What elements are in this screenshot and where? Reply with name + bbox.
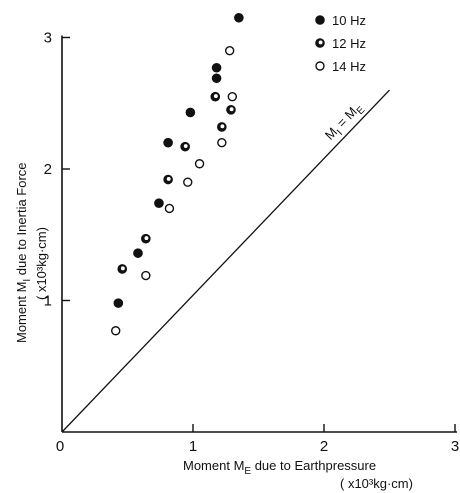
data-points [111,12,244,336]
y-axis-title: Moment MI due to Inertia Force [14,162,33,343]
y-axis-title-group: Moment MI due to Inertia Force [14,162,33,343]
x-tick-label: 0 [56,438,64,455]
y-axis-units-group: ( x10³kg·cm) [34,227,49,300]
data-point [163,174,173,185]
data-point [226,105,236,115]
series-12-hz [117,91,236,274]
y-axis-units: ( x10³kg·cm) [34,227,49,300]
data-point [210,91,221,102]
data-point [141,270,151,281]
data-point [224,45,235,56]
x-tick-label: 2 [320,438,328,455]
ticks: 0 1 2 3 1 2 3 [44,30,460,456]
legend-item: 14 Hz [315,59,366,74]
y-tick-label: 1 [44,293,52,310]
x-axis-title: Moment ME due to Earthpressure [183,458,376,477]
x-tick-label: 3 [451,438,459,455]
reference-line-group: MI = ME [61,89,390,433]
y-tick-label: 3 [44,30,52,47]
data-point [211,73,222,84]
legend-item: 12 Hz [315,36,366,51]
y-tick-label: 2 [44,161,52,178]
reference-line-label: MI = ME [322,99,368,146]
axes [61,35,457,433]
data-point [164,203,175,214]
data-point [180,141,190,152]
legend: 10 Hz 12 Hz 14 Hz [315,13,366,74]
data-point [194,159,205,169]
data-point [113,298,124,308]
data-point [111,326,121,336]
data-point [154,198,164,208]
data-point [117,264,128,274]
data-point [217,137,227,148]
legend-item: 10 Hz [315,13,366,28]
reference-line [61,89,390,433]
data-point [163,137,173,148]
data-point [141,233,151,244]
data-point [227,91,238,102]
x-axis-units: ( x10³kg·cm) [340,476,413,491]
x-tick-label: 1 [189,438,197,455]
data-point [183,177,193,187]
legend-label: 14 Hz [332,59,366,74]
series-10-hz [113,12,244,308]
legend-label: 12 Hz [332,36,366,51]
data-point [133,248,143,258]
data-point [211,62,222,73]
legend-label: 10 Hz [332,13,366,28]
data-point [217,122,227,132]
data-point [234,12,244,23]
data-point [185,107,196,118]
series-14-hz [111,45,238,336]
